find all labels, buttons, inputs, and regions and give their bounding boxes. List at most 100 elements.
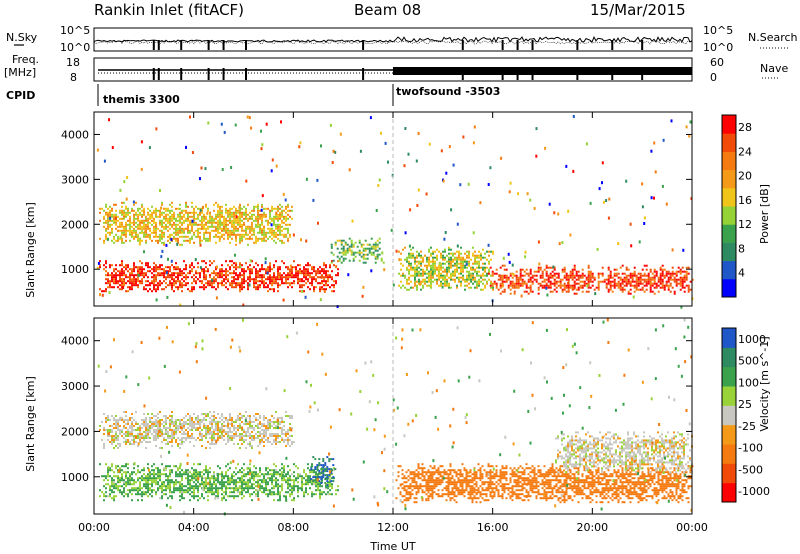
data-cell: [139, 268, 141, 271]
data-cell: [267, 471, 269, 474]
data-cell: [299, 473, 301, 476]
data-cell: [147, 284, 149, 287]
data-cell: [115, 268, 117, 271]
data-cell: [663, 268, 666, 271]
data-cell: [113, 479, 115, 482]
data-cell: [105, 477, 107, 480]
data-cell: [175, 276, 177, 279]
data-cell: [197, 272, 199, 275]
data-cell: [175, 227, 177, 230]
data-cell: [400, 268, 402, 271]
data-cell: [495, 268, 498, 271]
data-cell: [273, 469, 275, 472]
data-cell: [638, 240, 641, 244]
data-cell: [115, 272, 117, 275]
data-cell: [460, 260, 462, 263]
data-cell: [171, 284, 173, 287]
data-cell: [438, 266, 440, 269]
data-cell: [273, 288, 275, 291]
data-cell: [243, 280, 245, 283]
data-cell: [127, 463, 129, 466]
data-cell: [235, 239, 237, 242]
data-cell: [303, 491, 305, 494]
data-cell: [269, 473, 271, 476]
data-cell: [181, 284, 183, 287]
data-cell: [515, 278, 518, 281]
data-cell: [402, 284, 404, 287]
data-cell: [529, 268, 532, 271]
data-cell: [185, 209, 187, 212]
data-cell: [163, 425, 165, 427]
data-cell: [549, 276, 552, 279]
data-cell: [231, 280, 233, 283]
data-cell: [199, 239, 201, 242]
data-cell: [466, 274, 468, 277]
data-cell: [103, 495, 105, 498]
data-cell: [115, 239, 117, 242]
data-cell: [161, 264, 163, 267]
data-cell: [567, 284, 570, 287]
data-cell: [281, 274, 283, 277]
data-cell: [291, 282, 293, 285]
data-cell: [597, 272, 600, 275]
data-cell: [627, 280, 630, 283]
data-cell: [123, 213, 125, 216]
data-cell: [113, 268, 115, 271]
data-cell: [275, 215, 277, 218]
data-cell: [221, 280, 223, 283]
data-cell: [589, 286, 592, 289]
data-cell: [285, 481, 287, 484]
data-cell: [171, 421, 173, 423]
data-cell: [227, 229, 229, 232]
data-cell: [123, 425, 125, 427]
data-cell: [207, 209, 209, 212]
data-cell: [428, 258, 430, 261]
data-cell: [311, 278, 313, 281]
data-cell: [380, 257, 383, 260]
data-cell: [347, 273, 350, 277]
data-cell: [123, 274, 125, 277]
data-cell: [225, 465, 227, 468]
data-cell: [153, 439, 155, 441]
data-cell: [171, 439, 173, 441]
data-cell: [241, 489, 243, 492]
data-cell: [687, 290, 690, 293]
data-cell: [549, 286, 552, 289]
data-cell: [187, 215, 189, 218]
data-cell: [303, 284, 305, 287]
data-cell: [171, 423, 173, 425]
data-cell: [191, 225, 193, 228]
data-cell: [523, 290, 526, 293]
data-cell: [565, 274, 568, 277]
data-cell: [270, 223, 273, 227]
data-cell: [511, 276, 514, 279]
data-cell: [209, 239, 211, 242]
data-cell: [293, 497, 295, 500]
data-cell: [507, 284, 510, 287]
data-cell: [153, 221, 155, 224]
data-cell: [311, 268, 313, 271]
data-cell: [199, 497, 201, 500]
data-cell: [247, 237, 249, 240]
data-cell: [197, 215, 199, 218]
data-cell: [169, 483, 171, 486]
data-cell: [309, 274, 311, 277]
data-cell: [229, 233, 231, 236]
data-cell: [181, 278, 183, 281]
data-cell: [195, 429, 197, 431]
data-cell: [141, 274, 143, 277]
data-cell: [577, 276, 580, 279]
data-cell: [115, 467, 117, 470]
data-cell: [293, 481, 295, 484]
data-cell: [133, 429, 135, 431]
data-cell: [193, 463, 195, 466]
data-cell: [489, 166, 492, 170]
data-cell: [199, 433, 201, 435]
data-cell: [221, 485, 223, 488]
data-cell: [105, 203, 107, 206]
data-cell: [171, 205, 173, 208]
data-cell: [601, 274, 604, 277]
data-cell: [201, 280, 203, 283]
data-cell: [125, 205, 127, 208]
data-cell: [231, 219, 233, 222]
